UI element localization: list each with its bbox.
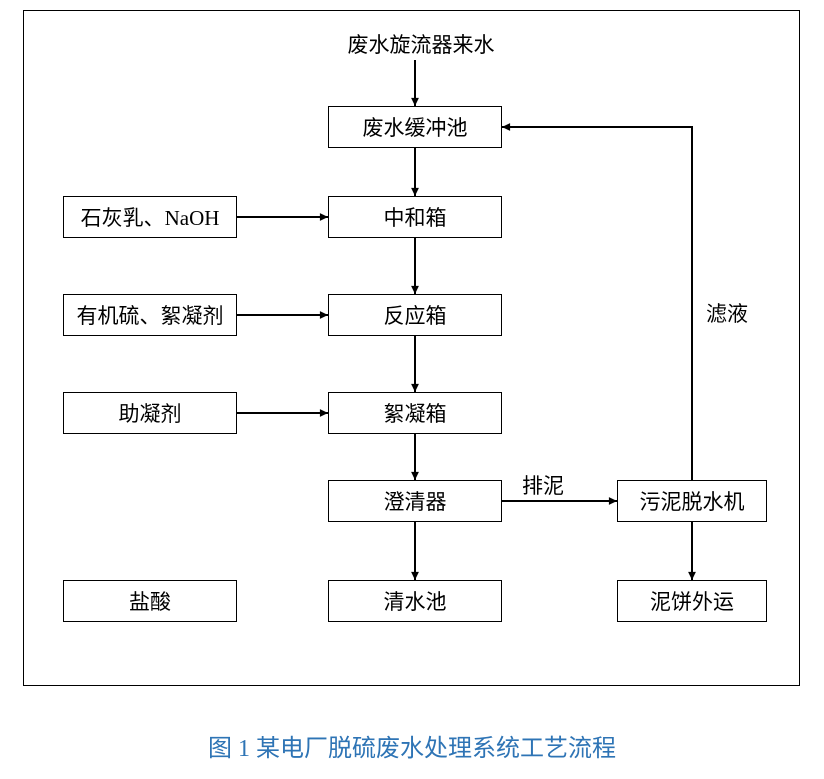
node-reaction-label: 反应箱 xyxy=(384,300,447,330)
node-clearpool-label: 清水池 xyxy=(384,586,447,616)
node-floc: 絮凝箱 xyxy=(328,392,502,434)
node-hcl-label: 盐酸 xyxy=(129,586,171,616)
node-mudcake: 泥饼外运 xyxy=(617,580,767,622)
node-lime: 石灰乳、NaOH xyxy=(63,196,237,238)
node-buffer-label: 废水缓冲池 xyxy=(363,112,468,142)
node-coagaid: 助凝剂 xyxy=(63,392,237,434)
figure-caption: 图 1 某电厂脱硫废水处理系统工艺流程 xyxy=(0,728,824,763)
node-orgsulfur: 有机硫、絮凝剂 xyxy=(63,294,237,336)
node-clarifier: 澄清器 xyxy=(328,480,502,522)
node-buffer: 废水缓冲池 xyxy=(328,106,502,148)
node-source: 废水旋流器来水 xyxy=(341,30,501,60)
node-neutral: 中和箱 xyxy=(328,196,502,238)
node-mudcake-label: 泥饼外运 xyxy=(650,586,734,616)
node-neutral-label: 中和箱 xyxy=(384,202,447,232)
node-dewater: 污泥脱水机 xyxy=(617,480,767,522)
node-floc-label: 絮凝箱 xyxy=(384,398,447,428)
node-orgsulfur-label: 有机硫、絮凝剂 xyxy=(77,300,224,330)
node-reaction: 反应箱 xyxy=(328,294,502,336)
node-clearpool: 清水池 xyxy=(328,580,502,622)
node-clarifier-label: 澄清器 xyxy=(384,486,447,516)
node-hcl: 盐酸 xyxy=(63,580,237,622)
node-dewater-label: 污泥脱水机 xyxy=(640,486,745,516)
node-lime-label: 石灰乳、NaOH xyxy=(81,202,220,232)
node-coagaid-label: 助凝剂 xyxy=(119,398,182,428)
